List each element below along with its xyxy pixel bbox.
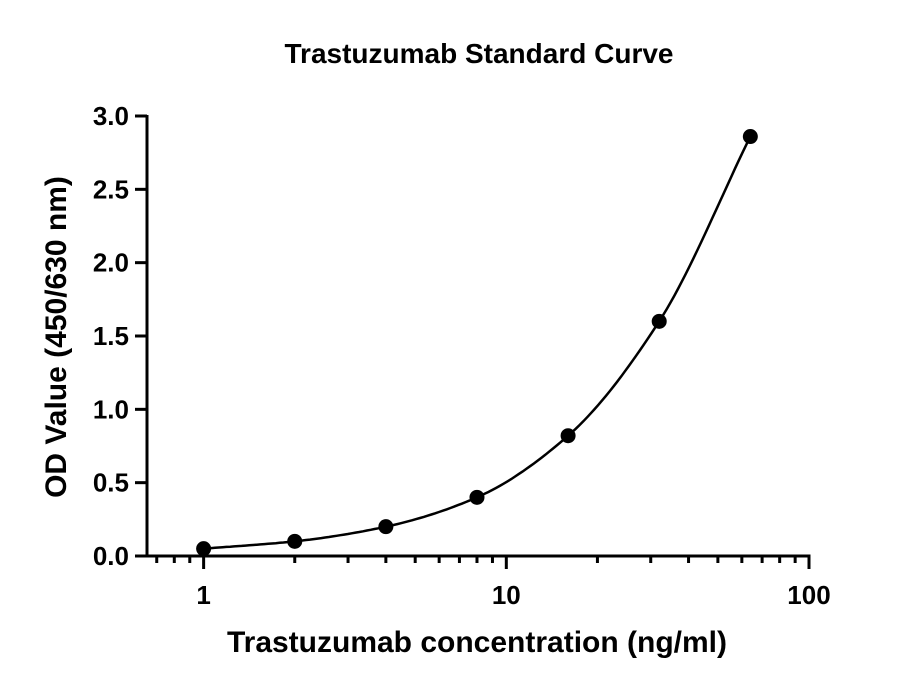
x-tick-label: 100 bbox=[787, 580, 830, 610]
chart-title: Trastuzumab Standard Curve bbox=[285, 38, 674, 69]
x-tick-label: 10 bbox=[492, 580, 521, 610]
data-point bbox=[196, 541, 212, 557]
x-axis-label: Trastuzumab concentration (ng/ml) bbox=[227, 626, 727, 659]
y-tick-label: 2.0 bbox=[93, 248, 129, 278]
y-tick-label: 2.5 bbox=[93, 174, 129, 204]
x-tick-label: 1 bbox=[196, 580, 210, 610]
data-point bbox=[742, 129, 758, 145]
y-tick-label: 0.0 bbox=[93, 541, 129, 571]
y-tick-label: 1.0 bbox=[93, 394, 129, 424]
data-point bbox=[378, 519, 394, 535]
y-axis-label: OD Value (450/630 nm) bbox=[40, 176, 73, 498]
data-points bbox=[196, 129, 758, 557]
y-tick-label: 3.0 bbox=[93, 101, 129, 131]
y-tick-label: 1.5 bbox=[93, 321, 129, 351]
data-point bbox=[469, 489, 485, 505]
fit-curve-layer bbox=[203, 135, 752, 550]
y-tick-label: 0.5 bbox=[93, 468, 129, 498]
data-point bbox=[287, 533, 303, 549]
data-point bbox=[651, 313, 667, 329]
fit-curve bbox=[203, 135, 752, 550]
data-point bbox=[560, 428, 576, 444]
ticks: 0.0 0.5 1.0 1.5 2.0 2.5 3.0 1 10 100 bbox=[93, 101, 831, 610]
